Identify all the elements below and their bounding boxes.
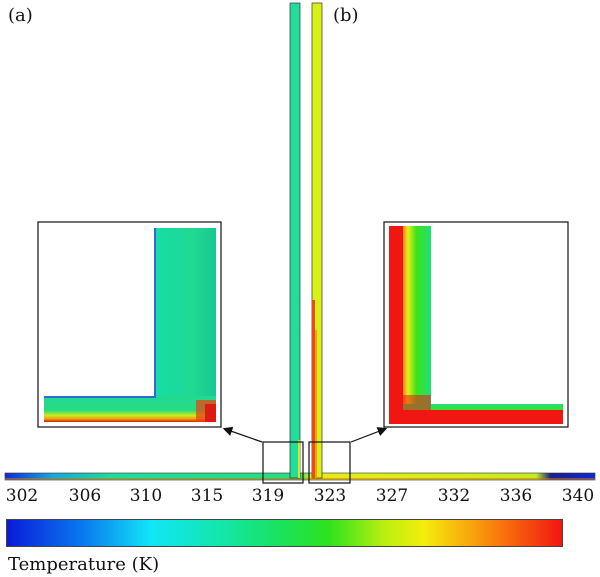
temperature-colorbar [6, 519, 563, 547]
colorbar-tick: 327 [375, 486, 409, 506]
colorbar-title: Temperature (K) [8, 554, 160, 575]
panel-label-b: (b) [333, 5, 359, 26]
colorbar-tick: 315 [190, 486, 224, 506]
colorbar-tick-row: 302 306 310 315 319 323 327 332 336 340 [0, 486, 600, 512]
colorbar-tick: 336 [499, 486, 533, 506]
colorbar-tick: 319 [251, 486, 285, 506]
colorbar-tick: 323 [313, 486, 347, 506]
colorbar-tick: 332 [437, 486, 471, 506]
colorbar-tick: 302 [5, 486, 39, 506]
panel-label-a: (a) [8, 5, 33, 26]
inset-a [37, 221, 222, 428]
colorbar-tick: 310 [129, 486, 163, 506]
colorbar-tick: 340 [561, 486, 595, 506]
inset-b [383, 221, 569, 428]
zoom-box-a [262, 441, 304, 484]
arrow-to-inset-b [350, 427, 388, 443]
zoom-box-b [308, 441, 351, 484]
colorbar-tick: 306 [68, 486, 102, 506]
arrow-to-inset-a [222, 426, 263, 443]
vertical-pipe-b [311, 2, 323, 479]
vertical-pipe-a [289, 2, 301, 479]
